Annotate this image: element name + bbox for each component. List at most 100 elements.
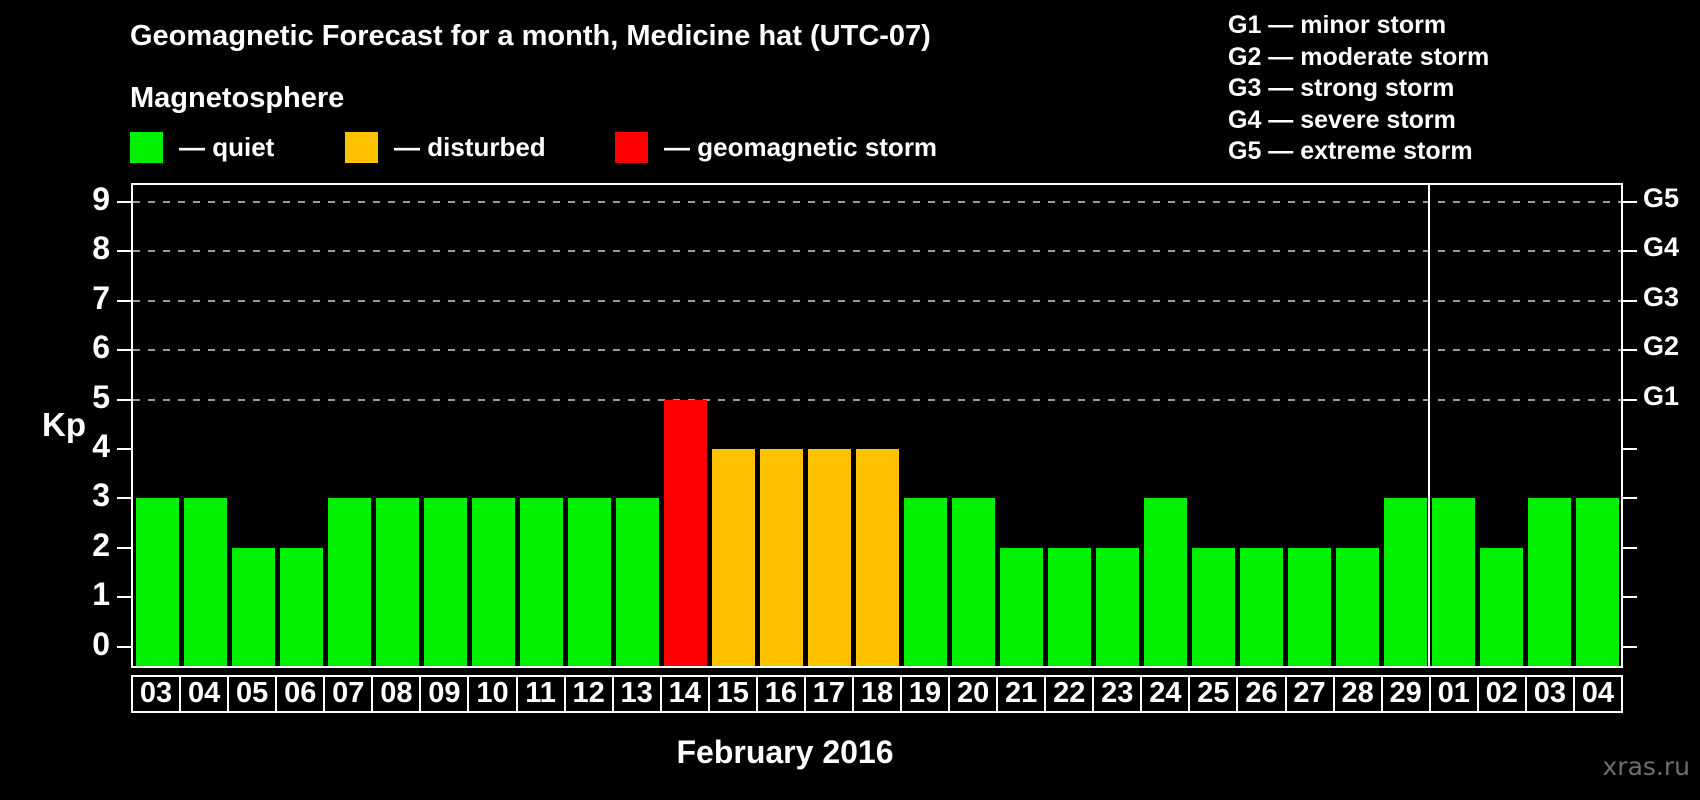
gridline-kp-6 bbox=[133, 349, 1621, 352]
right-axis-label-g2: G2 bbox=[1643, 331, 1680, 362]
kp-bar-22 bbox=[1047, 547, 1091, 666]
plot-area bbox=[131, 183, 1623, 668]
y-tick-label-7: 7 bbox=[92, 279, 110, 316]
left-tick-kp-1 bbox=[117, 596, 131, 599]
kp-bar-14 bbox=[663, 399, 707, 666]
y-tick-label-8: 8 bbox=[92, 230, 110, 267]
kp-bar-01 bbox=[1431, 498, 1475, 666]
kp-bar-27 bbox=[1287, 547, 1331, 666]
kp-bar-09 bbox=[423, 498, 467, 666]
g3-legend-line: G3 — strong storm bbox=[1228, 74, 1455, 102]
kp-bar-11 bbox=[519, 498, 563, 666]
date-cell-feb-16: 16 bbox=[755, 675, 806, 713]
chart-title: Geomagnetic Forecast for a month, Medici… bbox=[130, 20, 931, 52]
left-tick-kp-9 bbox=[117, 201, 131, 203]
right-tick-kp-8 bbox=[1623, 250, 1637, 253]
date-cell-feb-14: 14 bbox=[659, 675, 710, 713]
y-tick-label-2: 2 bbox=[92, 526, 110, 563]
kp-bar-17 bbox=[807, 449, 851, 666]
right-tick-kp-6 bbox=[1623, 349, 1637, 352]
date-cell-feb-13: 13 bbox=[611, 675, 662, 713]
legend-label-storm: — geomagnetic storm bbox=[664, 132, 938, 162]
date-cell-mar-01: 01 bbox=[1428, 675, 1479, 713]
date-cell-feb-24: 24 bbox=[1140, 675, 1191, 713]
right-tick-kp-3 bbox=[1623, 497, 1637, 500]
x-axis-date-row: 03 04 05 06 07 08 09 10 11 12 13 14 15 16 17 18 19 20 21 22… bbox=[131, 675, 1623, 713]
y-tick-label-6: 6 bbox=[92, 329, 110, 366]
right-tick-kp-2 bbox=[1623, 546, 1637, 549]
legend-item-disturbed: — disturbed bbox=[345, 132, 546, 163]
date-cell-feb-27: 27 bbox=[1284, 675, 1335, 713]
kp-bar-02 bbox=[1479, 547, 1523, 666]
legend-item-storm: — geomagnetic storm bbox=[615, 132, 937, 163]
date-cell-feb-05: 05 bbox=[227, 675, 278, 713]
disturbed-color-swatch bbox=[345, 132, 378, 163]
g2-legend-line: G2 — moderate storm bbox=[1228, 42, 1490, 71]
date-cell-feb-12: 12 bbox=[563, 675, 614, 713]
kp-bar-03 bbox=[1527, 498, 1571, 666]
kp-bar-15 bbox=[711, 449, 755, 666]
kp-bar-25 bbox=[1191, 547, 1235, 666]
date-cell-feb-29: 29 bbox=[1380, 675, 1431, 713]
kp-bar-05 bbox=[231, 547, 275, 666]
gridline-kp-9 bbox=[133, 201, 1621, 203]
y-tick-label-9: 9 bbox=[92, 181, 110, 217]
kp-bar-12 bbox=[567, 498, 611, 666]
date-cell-feb-21: 21 bbox=[996, 675, 1047, 713]
kp-bar-26 bbox=[1239, 547, 1283, 666]
right-tick-kp-5 bbox=[1623, 398, 1637, 401]
kp-bar-07 bbox=[327, 498, 371, 666]
date-cell-feb-18: 18 bbox=[851, 675, 902, 713]
kp-bar-16 bbox=[759, 449, 803, 666]
kp-bar-06 bbox=[279, 547, 323, 666]
right-tick-kp-1 bbox=[1623, 596, 1637, 599]
watermark: xras.ru bbox=[1602, 752, 1691, 781]
legend-item-quiet: — quiet bbox=[130, 132, 274, 163]
y-tick-label-4: 4 bbox=[92, 428, 110, 464]
date-cell-feb-08: 08 bbox=[371, 675, 422, 713]
y-axis-title: Kp bbox=[42, 406, 86, 443]
gridline-kp-8 bbox=[133, 250, 1621, 253]
y-tick-label-1: 1 bbox=[92, 576, 110, 613]
gridline-kp-7 bbox=[133, 299, 1621, 302]
kp-bar-19 bbox=[903, 498, 947, 666]
kp-bar-04 bbox=[1575, 498, 1619, 666]
date-cell-mar-02: 02 bbox=[1476, 675, 1527, 713]
kp-bar-10 bbox=[471, 498, 515, 666]
date-cell-feb-26: 26 bbox=[1236, 675, 1287, 713]
date-cell-feb-04: 04 bbox=[179, 675, 230, 713]
g5-legend-line: G5 — extreme storm bbox=[1228, 137, 1473, 165]
month-boundary-line bbox=[1428, 185, 1430, 666]
right-axis-label-g1: G1 bbox=[1643, 380, 1680, 411]
kp-bar-08 bbox=[375, 498, 419, 666]
left-tick-kp-7 bbox=[117, 299, 131, 302]
gridline-kp-5 bbox=[133, 398, 1621, 401]
kp-bar-28 bbox=[1335, 547, 1379, 666]
g-scale-legend: G1 — minor storm G2 — moderate storm G3 … bbox=[1228, 10, 1489, 168]
storm-color-swatch bbox=[615, 132, 648, 163]
right-tick-kp-0 bbox=[1623, 645, 1637, 648]
left-tick-kp-6 bbox=[117, 349, 131, 352]
y-tick-label-0: 0 bbox=[92, 625, 110, 662]
date-cell-feb-09: 09 bbox=[419, 675, 470, 713]
date-cell-feb-11: 11 bbox=[515, 675, 566, 713]
right-axis-label-g3: G3 bbox=[1643, 281, 1680, 312]
date-cell-feb-28: 28 bbox=[1332, 675, 1383, 713]
quiet-color-swatch bbox=[130, 132, 163, 163]
date-cell-feb-07: 07 bbox=[323, 675, 374, 713]
date-cell-mar-03: 03 bbox=[1524, 675, 1575, 713]
kp-bar-29 bbox=[1383, 498, 1427, 666]
y-tick-label-5: 5 bbox=[92, 378, 110, 415]
date-cell-feb-19: 19 bbox=[900, 675, 951, 713]
right-axis-label-g4: G4 bbox=[1643, 232, 1680, 263]
g1-legend-line: G1 — minor storm bbox=[1228, 11, 1447, 39]
kp-bar-20 bbox=[951, 498, 995, 666]
left-tick-kp-5 bbox=[117, 398, 131, 401]
right-tick-kp-7 bbox=[1623, 299, 1637, 302]
right-axis-label-g5: G5 bbox=[1643, 183, 1680, 213]
kp-bar-04 bbox=[183, 498, 227, 666]
kp-bar-18 bbox=[855, 449, 899, 666]
right-tick-kp-4 bbox=[1623, 448, 1637, 450]
date-cell-feb-23: 23 bbox=[1092, 675, 1143, 713]
